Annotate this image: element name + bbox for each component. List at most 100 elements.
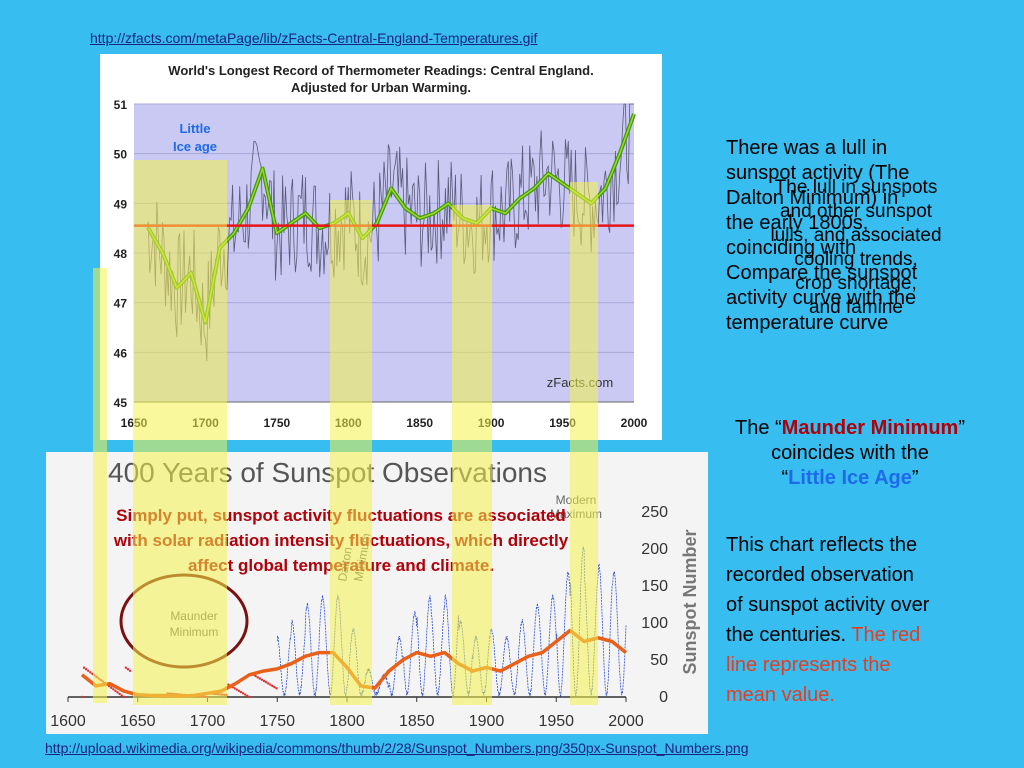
early-observation-dot	[114, 689, 117, 693]
text-line: and other sunspot	[779, 201, 933, 222]
y-tick-label: 49	[114, 197, 128, 211]
x-tick-label: 1650	[121, 416, 148, 430]
x-tick-label: 1950	[538, 713, 574, 730]
early-observation-dot	[260, 678, 264, 681]
early-observation-dot	[223, 693, 226, 696]
overlapping-animation-text: The lull in sunspots and other sunspot l…	[736, 176, 976, 320]
y-tick-label: 48	[114, 247, 128, 261]
early-observation-dot	[87, 669, 90, 672]
early-observation-dot	[128, 669, 132, 672]
x-tick-label: 1600	[50, 713, 86, 730]
caption-line-2: with solar radiation intensity fluctuati…	[113, 531, 569, 550]
early-observation-dot	[239, 690, 243, 694]
early-observation-dot	[258, 677, 262, 680]
y-tick-label: 150	[641, 578, 668, 595]
text-line: The “Maunder Minimum”	[700, 416, 1000, 441]
early-observation-dot	[235, 688, 238, 691]
temperature-chart: World's Longest Record of Thermometer Re…	[100, 54, 662, 440]
x-tick-label: 1850	[399, 713, 435, 730]
x-tick-label: 1950	[549, 416, 576, 430]
source-link-sunspots[interactable]: http://upload.wikimedia.org/wikipedia/co…	[45, 740, 749, 756]
monthly-sunspot-line	[276, 546, 627, 698]
early-observation-dot	[84, 668, 88, 671]
early-observation-dot	[97, 677, 100, 680]
early-observation-dot	[237, 689, 241, 693]
early-observation-dot	[262, 679, 266, 683]
early-observation-dot	[266, 682, 270, 685]
text-line: temperature curve	[726, 312, 889, 334]
x-tick-label: 1850	[406, 416, 433, 430]
early-observation-dot	[95, 675, 98, 679]
text-line: There was a lull in	[726, 137, 888, 159]
early-observation-dot	[89, 671, 92, 674]
text-line: “Little Ice Age”	[700, 466, 1000, 491]
text-line: activity curve with the	[726, 287, 917, 309]
early-observation-dot	[248, 695, 251, 699]
early-observation-dot	[273, 685, 276, 689]
early-observation-dot	[120, 694, 123, 697]
sunspot-y-axis-label: Sunspot Number	[680, 529, 700, 674]
early-observation-dot	[269, 683, 272, 686]
sunspot-chart-title: 400 Years of Sunspot Observations	[108, 457, 547, 488]
red-text: The red	[851, 624, 921, 646]
early-observation-dot	[91, 672, 94, 676]
y-tick-label: 46	[114, 346, 128, 360]
early-observation-dot	[122, 695, 126, 699]
text-line: lulls, and associated	[770, 225, 942, 246]
temperature-chart-subtitle: Adjusted for Urban Warming.	[291, 80, 471, 95]
early-observation-dot	[271, 684, 274, 688]
annual-temperature-line	[146, 103, 634, 362]
red-text-line: mean value.	[726, 684, 835, 706]
text-line: The lull in sunspots	[774, 177, 938, 198]
text-line: sunspot activity (The	[726, 162, 910, 184]
early-observation-dot	[206, 695, 209, 699]
early-observation-dot	[116, 691, 119, 694]
early-observation-dot	[93, 674, 96, 677]
early-observation-dot	[233, 687, 236, 690]
early-observation-dot	[99, 678, 102, 682]
text-line: recorded observation	[726, 564, 914, 586]
early-observation-dot	[101, 680, 105, 683]
early-observation-dot	[124, 666, 128, 669]
text-line: and famine	[808, 297, 903, 318]
temperature-chart-title: World's Longest Record of Thermometer Re…	[168, 63, 593, 78]
chart-description-paragraph: This chart reflects the recorded observa…	[726, 530, 929, 710]
y-tick-label: 250	[641, 504, 668, 521]
caption-line-1: Simply put, sunspot activity fluctuation…	[116, 506, 566, 525]
sunspot-chart-svg: 400 Years of Sunspot Observations 1600 16…	[50, 457, 700, 730]
y-tick-label: 200	[641, 541, 668, 558]
ghost-text-overlap: There was a lull in sunspot activity (Th…	[726, 136, 917, 336]
early-observation-dot	[126, 668, 130, 671]
text-line: crop shortage,	[795, 273, 917, 294]
little-ice-age-highlight: Little Ice Age	[788, 467, 912, 489]
text-line: coinciding with	[726, 237, 857, 259]
y-tick-label: 100	[641, 615, 668, 632]
x-tick-label: 1750	[264, 416, 291, 430]
maunder-minimum-label: Maunder	[170, 609, 217, 623]
x-tick-label: 1750	[259, 713, 295, 730]
x-tick-label: 1800	[329, 713, 365, 730]
early-observation-dot	[275, 687, 278, 690]
early-observation-dot	[246, 694, 249, 697]
y-tick-label: 45	[114, 396, 128, 410]
x-tick-label: 1700	[190, 713, 226, 730]
early-observation-dot	[243, 693, 247, 696]
x-tick-label: 1800	[335, 416, 362, 430]
source-link-temperature[interactable]: http://zfacts.com/metaPage/lib/zFacts-Ce…	[90, 30, 538, 46]
text-fragment: The “	[734, 417, 782, 439]
early-observation-dot	[264, 681, 268, 684]
little-ice-age-label: Little	[179, 121, 210, 136]
text-line: of sunspot activity over	[726, 594, 930, 616]
early-observation-dot	[204, 695, 207, 699]
x-tick-label: 1700	[192, 416, 219, 430]
text-line: Compare the sunspot	[726, 262, 918, 284]
text-line: coincides with the	[771, 442, 929, 464]
temperature-chart-svg: World's Longest Record of Thermometer Re…	[114, 63, 648, 430]
x-tick-label: 1650	[120, 713, 156, 730]
red-text-line: line represents the	[726, 654, 891, 676]
y-tick-label: 47	[114, 297, 128, 311]
x-tick-label: 1900	[478, 416, 505, 430]
maunder-paragraph: The “Maunder Minimum” coincides with the…	[700, 416, 1000, 491]
early-observation-dot	[254, 674, 257, 678]
text-fragment: ”	[958, 417, 966, 439]
